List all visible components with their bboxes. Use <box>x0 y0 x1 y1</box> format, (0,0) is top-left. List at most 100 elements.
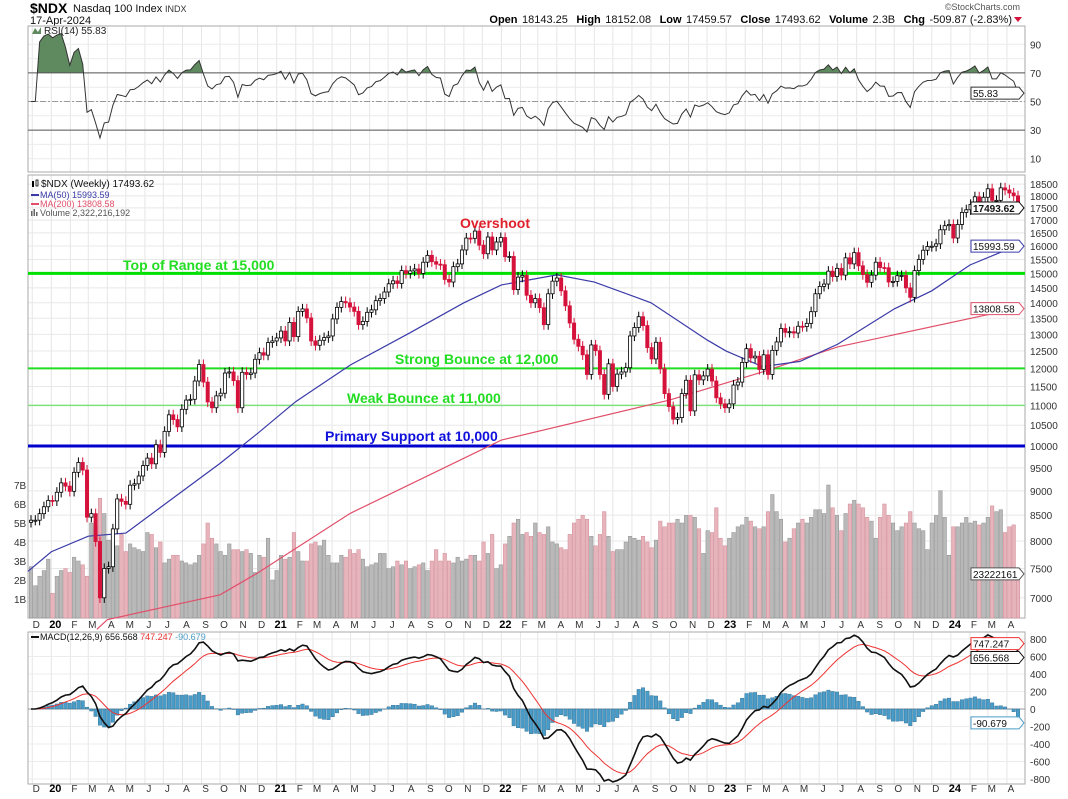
candle-body <box>679 393 684 419</box>
candle-body <box>813 293 818 313</box>
candle <box>778 323 783 348</box>
volume-bar <box>787 537 792 619</box>
x-tick-label: J <box>165 784 170 795</box>
macd-histogram-bar <box>882 708 887 716</box>
volume-bar <box>606 536 611 619</box>
candle <box>408 265 413 279</box>
candle-body <box>753 355 758 359</box>
candle-body <box>97 541 102 599</box>
candle-body <box>675 417 680 420</box>
volume-bar <box>994 511 999 619</box>
volume-bar <box>123 551 128 619</box>
close-value: 17493.62 <box>775 14 821 26</box>
volume-bar <box>179 560 184 619</box>
macd-legend-line: MACD(12,26,9) 656.568 747.247 -90.679 <box>40 632 206 642</box>
x-tick-label: A <box>782 620 789 631</box>
volume-bar <box>774 511 779 619</box>
candle-body <box>141 465 146 477</box>
x-tick-label: F <box>521 784 527 795</box>
candle-body <box>550 280 555 295</box>
candle <box>41 501 46 519</box>
macd-histogram-bar <box>559 708 564 715</box>
candle-body <box>899 275 904 277</box>
volume-bar <box>524 532 529 619</box>
volume-bar <box>46 558 51 619</box>
macd-histogram-bar <box>210 706 214 710</box>
volume-bar <box>416 564 421 619</box>
macd-histogram-bar <box>274 705 279 710</box>
macd-histogram-bar <box>684 708 689 713</box>
candle <box>391 275 396 289</box>
price-tick-label: 8000 <box>1030 537 1053 548</box>
candle <box>507 251 512 262</box>
volume-bar <box>222 555 227 619</box>
candle <box>240 367 245 413</box>
candle-body <box>748 348 753 359</box>
macd-histogram-bar <box>171 692 176 710</box>
candle-body <box>347 302 352 308</box>
panel-frame <box>27 631 1026 785</box>
candle <box>516 272 521 295</box>
volume-bar <box>666 522 671 619</box>
volume-bar <box>610 551 615 619</box>
candle-body <box>102 568 107 599</box>
macd-tick-label: 200 <box>1030 688 1047 699</box>
candle-body <box>266 342 271 356</box>
macd-histogram-bar <box>317 708 322 719</box>
macd-histogram-bar <box>602 708 607 727</box>
x-tick-label: A <box>1008 784 1015 795</box>
volume-bar <box>210 537 215 619</box>
x-tick-label: M <box>350 620 358 631</box>
candle <box>653 337 658 365</box>
macd-histogram-bar <box>335 708 339 714</box>
x-tick-label: M <box>126 784 134 795</box>
x-tick-label: 22 <box>499 783 511 795</box>
candle <box>110 523 115 572</box>
candle <box>658 337 663 374</box>
candle-body <box>882 267 887 269</box>
x-tick-label: M <box>538 620 546 631</box>
x-tick-label: A <box>183 784 190 795</box>
x-tick-label: F <box>746 784 752 795</box>
macd-histogram-bar <box>968 697 973 710</box>
volume-bar <box>929 522 934 619</box>
volume-bar <box>115 545 120 619</box>
x-tick-label: O <box>670 784 678 795</box>
volume-bar <box>697 528 702 619</box>
candle <box>843 252 848 281</box>
candle-body <box>50 500 55 502</box>
candle-body <box>615 373 620 387</box>
volume-bar <box>528 536 533 619</box>
macd-tick-label: 600 <box>1030 653 1047 664</box>
volume-bar <box>662 526 667 619</box>
candle-body <box>584 354 589 375</box>
candle-body <box>352 306 357 312</box>
macd-histogram-bar <box>826 689 831 710</box>
candle-body <box>37 513 42 521</box>
candle <box>253 354 258 379</box>
volume-tick-label: 2B <box>14 576 27 587</box>
candle <box>141 460 146 482</box>
candle <box>214 390 219 413</box>
macd-histogram-bar <box>947 697 952 710</box>
price-tick-label: 14500 <box>1030 284 1058 295</box>
candle <box>606 358 611 400</box>
macd-histogram-bar <box>197 692 202 710</box>
x-tick-label: O <box>220 784 228 795</box>
x-tick-label: M <box>575 784 583 795</box>
candle-body <box>757 355 762 370</box>
volume-bar <box>895 530 900 619</box>
volume-bar <box>645 541 650 619</box>
volume-bar <box>490 534 495 619</box>
volume-bar <box>287 556 292 619</box>
candle-body <box>783 328 788 333</box>
macd-histogram-bar <box>162 694 167 710</box>
macd-histogram-bar <box>589 708 594 728</box>
candle-body <box>947 224 952 227</box>
candle <box>615 369 620 392</box>
candle-body <box>701 375 706 381</box>
candle <box>188 394 193 406</box>
volume-bar <box>106 539 111 619</box>
x-tick-label: 20 <box>49 619 61 631</box>
volume-bar <box>714 507 719 619</box>
